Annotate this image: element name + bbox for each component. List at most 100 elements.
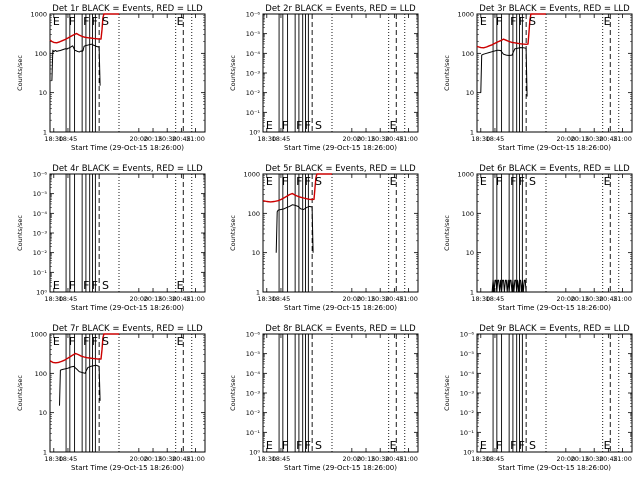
series-line-1 <box>491 279 527 293</box>
y-tick-label: 10⁻⁶ <box>246 11 261 19</box>
x-tick-label: 20:00 <box>129 295 148 303</box>
y-tick-label: 10⁻⁴ <box>246 370 261 378</box>
x-tick-label: 20:00 <box>556 295 575 303</box>
series-line-2 <box>476 13 546 49</box>
y-tick-label: 10⁻³ <box>33 230 48 238</box>
segment-marker-s: S <box>315 439 322 452</box>
y-tick-label: 1 <box>256 289 260 297</box>
x-tick-label: 21:00 <box>399 135 418 143</box>
x-tick-label: 21:00 <box>613 135 632 143</box>
x-tick-label: 21:00 <box>613 295 632 303</box>
segment-marker-e: E <box>480 175 487 188</box>
x-tick-label: 20:00 <box>556 135 575 143</box>
x-axis-label: Start Time (29-Oct-15 18:26:00) <box>71 464 184 472</box>
x-tick-label: 20:30 <box>158 455 177 463</box>
x-tick-label: 20:30 <box>585 295 604 303</box>
y-tick-label: 10⁻⁴ <box>460 370 475 378</box>
y-tick-label: 10 <box>39 409 47 417</box>
x-tick-label: 20:15 <box>571 295 590 303</box>
y-axis-label: Counts/sec <box>16 375 24 411</box>
y-tick-label: 10⁻⁶ <box>460 331 475 339</box>
segment-marker-s: S <box>529 15 536 28</box>
x-tick-label: 20:15 <box>571 135 590 143</box>
segment-marker-f: F <box>296 175 302 188</box>
y-tick-label: 10⁻² <box>246 89 261 97</box>
y-tick-label: 1 <box>43 449 47 457</box>
segment-marker-s: S <box>102 279 109 292</box>
x-tick-label: 20:45 <box>172 295 191 303</box>
y-tick-label: 10 <box>466 249 474 257</box>
x-tick-label: 18:45 <box>486 455 505 463</box>
chart-title: Det 4r BLACK = Events, RED = LLD <box>52 164 203 174</box>
x-axis-label: Start Time (29-Oct-15 18:26:00) <box>498 304 611 312</box>
y-tick-label: 10 <box>466 89 474 97</box>
x-tick-label: 21:00 <box>399 455 418 463</box>
x-tick-label: 18:45 <box>59 455 78 463</box>
x-tick-label: 20:00 <box>342 295 361 303</box>
series-line-1 <box>480 47 528 97</box>
chart-title: Det 5r BLACK = Events, RED = LLD <box>265 164 416 174</box>
x-tick-label: 20:45 <box>599 295 618 303</box>
segment-marker-f: F <box>519 439 525 452</box>
segment-marker-f: F <box>305 175 311 188</box>
x-tick-label: 20:00 <box>129 455 148 463</box>
x-tick-label: 18:30 <box>257 295 276 303</box>
x-tick-label: 20:15 <box>357 455 376 463</box>
segment-marker-f: F <box>510 175 516 188</box>
y-tick-label: 100 <box>35 50 47 58</box>
x-tick-label: 18:45 <box>272 295 291 303</box>
segment-marker-e: E <box>177 335 184 348</box>
segment-marker-e: E <box>177 15 184 28</box>
segment-marker-s: S <box>529 439 536 452</box>
segment-marker-s: S <box>102 15 109 28</box>
segment-marker-e: E <box>390 439 397 452</box>
segment-marker-f: F <box>92 15 98 28</box>
x-tick-label: 20:30 <box>158 295 177 303</box>
x-tick-label: 20:30 <box>585 455 604 463</box>
x-tick-label: 18:30 <box>471 295 490 303</box>
x-tick-label: 18:30 <box>44 455 63 463</box>
segment-marker-f: F <box>496 15 502 28</box>
plot-frame <box>49 333 206 453</box>
y-tick-label: 10⁰ <box>36 289 47 297</box>
y-tick-label: 1 <box>43 129 47 137</box>
y-tick-label: 10⁻⁵ <box>460 350 475 358</box>
segment-marker-f: F <box>296 439 302 452</box>
x-tick-label: 18:45 <box>59 135 78 143</box>
y-axis-label: Counts/sec <box>16 55 24 91</box>
x-tick-label: 18:45 <box>272 455 291 463</box>
y-tick-label: 100 <box>462 210 474 218</box>
plot-frame <box>49 13 206 133</box>
x-tick-label: 20:15 <box>357 135 376 143</box>
y-tick-label: 100 <box>248 210 260 218</box>
x-tick-label: 20:30 <box>158 135 177 143</box>
segment-marker-e: E <box>53 335 60 348</box>
chart-panel-3: Det 3r BLACK = Events, RED = LLD Counts/s… <box>443 4 633 152</box>
plot-frame <box>262 333 419 453</box>
series-line-2 <box>49 13 119 44</box>
plot-frame <box>476 333 633 453</box>
y-tick-label: 10 <box>39 89 47 97</box>
y-tick-label: 10⁻⁴ <box>33 210 48 218</box>
x-tick-label: 21:00 <box>613 455 632 463</box>
segment-marker-f: F <box>69 335 75 348</box>
x-tick-label: 18:30 <box>257 135 276 143</box>
segment-marker-e: E <box>266 119 273 132</box>
segment-marker-f: F <box>305 119 311 132</box>
y-tick-label: 10⁻⁶ <box>33 171 48 179</box>
chart-panel-7: Det 7r BLACK = Events, RED = LLD Counts/s… <box>16 324 206 472</box>
segment-marker-s: S <box>315 175 322 188</box>
chart-panel-8: Det 8r BLACK = Events, RED = LLD Counts/s… <box>229 324 419 472</box>
x-tick-label: 20:15 <box>144 455 163 463</box>
segment-marker-e: E <box>480 15 487 28</box>
x-tick-label: 18:30 <box>44 135 63 143</box>
y-tick-label: 10⁻¹ <box>246 429 261 437</box>
x-tick-label: 18:30 <box>44 295 63 303</box>
segment-marker-f: F <box>519 15 525 28</box>
segment-marker-f: F <box>83 279 89 292</box>
y-tick-label: 10⁻³ <box>246 70 261 78</box>
y-tick-label: 10⁻² <box>246 409 261 417</box>
segment-marker-f: F <box>496 439 502 452</box>
